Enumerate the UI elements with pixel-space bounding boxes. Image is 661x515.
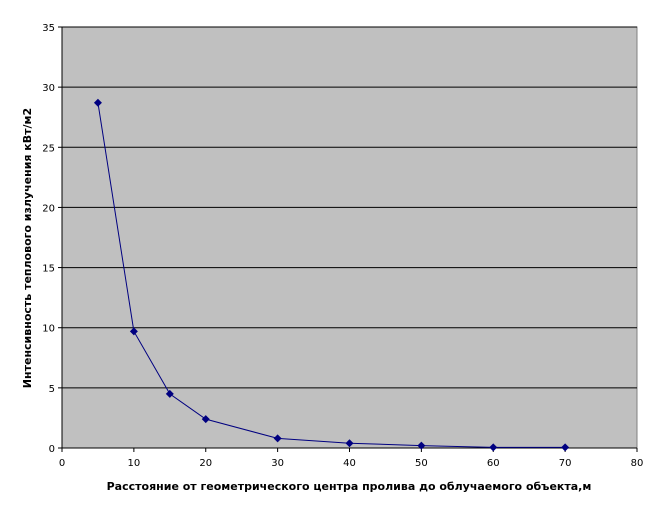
x-tick-label: 40 bbox=[343, 458, 356, 469]
data-point bbox=[129, 327, 138, 336]
data-point bbox=[273, 434, 282, 443]
plot-area bbox=[61, 26, 638, 449]
data-point bbox=[165, 389, 174, 398]
data-point bbox=[417, 441, 426, 450]
x-tick-label: 50 bbox=[415, 458, 428, 469]
y-tick-label: 25 bbox=[42, 143, 55, 154]
data-point bbox=[201, 415, 210, 424]
x-axis-label: Расстояние от геометрического центра про… bbox=[107, 480, 592, 493]
y-tick-label: 10 bbox=[42, 324, 55, 335]
x-tick-label: 10 bbox=[128, 458, 141, 469]
y-tick-label: 35 bbox=[42, 23, 55, 34]
y-tick-label: 0 bbox=[49, 444, 55, 455]
data-point bbox=[489, 443, 498, 452]
y-tick-label: 5 bbox=[49, 384, 55, 395]
x-tick-label: 20 bbox=[199, 458, 212, 469]
x-tick-label: 30 bbox=[271, 458, 284, 469]
x-tick-label: 60 bbox=[487, 458, 500, 469]
y-axis-label: Интенсивность теплового излучения кВт/м2 bbox=[21, 108, 34, 388]
x-tick-label: 70 bbox=[559, 458, 572, 469]
x-tick-label: 80 bbox=[631, 458, 644, 469]
y-tick-label: 20 bbox=[42, 203, 55, 214]
y-tick-label: 15 bbox=[42, 264, 55, 275]
y-tick-label: 30 bbox=[42, 83, 55, 94]
data-point bbox=[345, 439, 354, 448]
data-point bbox=[561, 443, 570, 452]
data-point bbox=[93, 98, 102, 107]
x-tick-label: 0 bbox=[59, 458, 65, 469]
